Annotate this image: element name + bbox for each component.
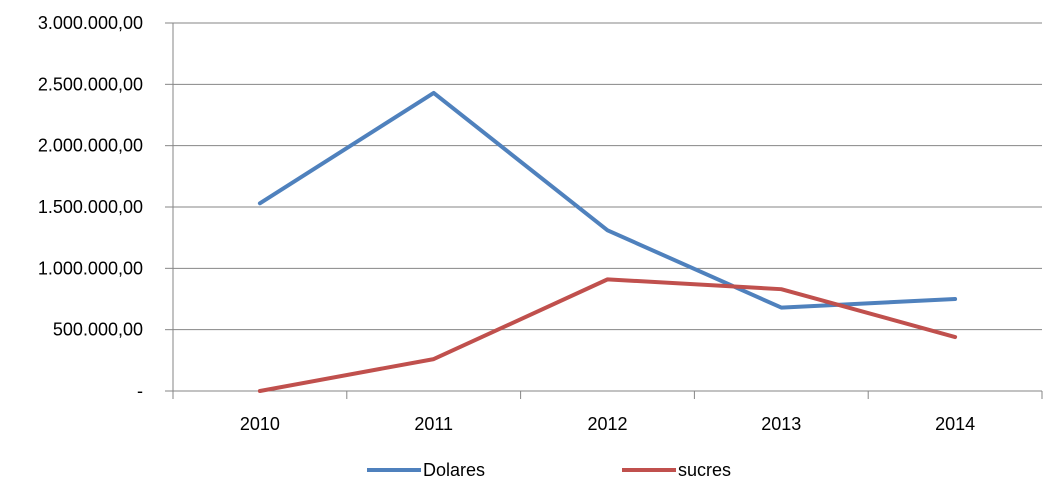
legend: Dolares sucres [367, 460, 731, 479]
y-tick-label: 2.500.000,00 [38, 74, 143, 94]
y-tick-label: 2.000.000,00 [38, 136, 143, 156]
series-line-dolares [257, 90, 958, 310]
series-lines [257, 90, 958, 393]
axes [165, 22, 1043, 399]
x-tick-label: 2011 [414, 414, 453, 434]
y-tick-label: 1.500.000,00 [38, 197, 143, 217]
x-tick-label: 2013 [761, 414, 801, 434]
y-axis-tick-labels: - 500.000,00 1.000.000,00 1.500.000,00 2.000… [38, 13, 143, 401]
x-tick-label: 2012 [587, 414, 627, 434]
series-line-sucres [257, 277, 958, 393]
gridlines [173, 22, 1042, 331]
legend-label-dolares: Dolares [423, 460, 485, 479]
x-tick-label: 2010 [240, 414, 280, 434]
x-tick-label: 2014 [935, 414, 975, 434]
y-tick-label: - [137, 381, 143, 401]
y-tick-label: 500.000,00 [53, 320, 143, 340]
y-tick-label: 3.000.000,00 [38, 13, 143, 33]
x-axis-tick-labels: 2010 2011 2012 2013 2014 [240, 414, 975, 434]
y-tick-label: 1.000.000,00 [38, 258, 143, 278]
legend-label-sucres: sucres [678, 460, 731, 479]
